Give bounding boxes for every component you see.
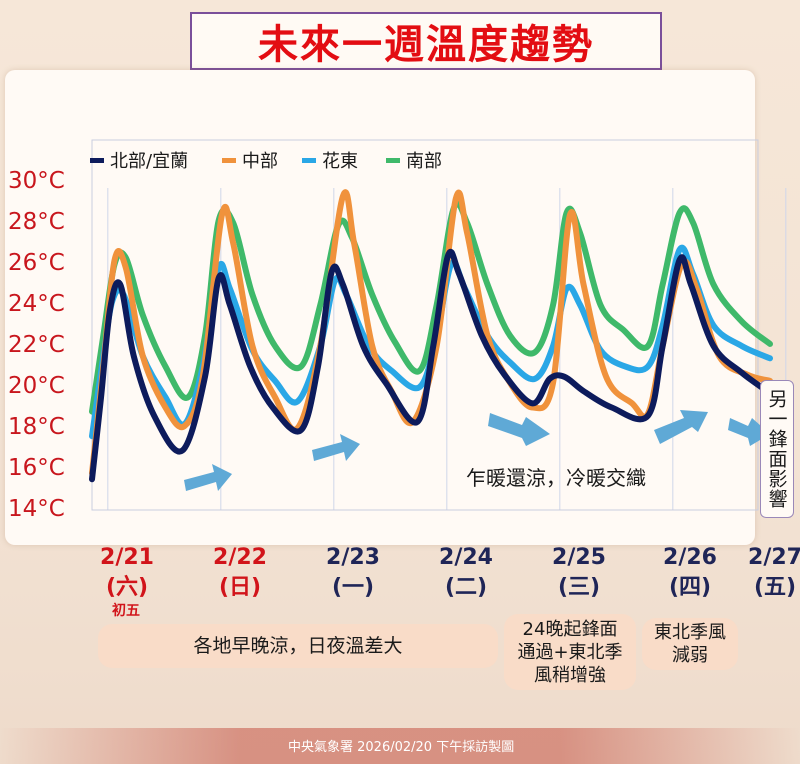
series-line-south bbox=[89, 200, 773, 415]
trend-annotation: 乍暖還涼，冷暖交織 bbox=[466, 466, 646, 490]
y-tick-label: 18°C bbox=[8, 414, 65, 440]
date-label-7: 2/27 (五) bbox=[748, 545, 800, 600]
date-label-4: 2/24 (二) bbox=[439, 545, 493, 600]
footer-credit: 中央氣象署 2026/02/20 下午採訪製圖 bbox=[288, 740, 515, 755]
plot-frame bbox=[91, 139, 759, 511]
trend-arrow-icon bbox=[654, 410, 708, 444]
y-tick-label: 16°C bbox=[8, 455, 65, 481]
legend-item-east: 花東 bbox=[302, 147, 358, 173]
legend-swatch bbox=[90, 157, 104, 163]
y-tick-label: 14°C bbox=[8, 496, 65, 522]
y-tick-label: 22°C bbox=[8, 332, 65, 358]
legend-item-north: 北部/宜蘭 bbox=[90, 147, 188, 173]
pill-monsoon: 東北季風 減弱 bbox=[642, 618, 738, 670]
side-note: 另一鋒面影響 bbox=[760, 380, 794, 518]
pill-front: 24晚起鋒面 通過+東北季 風稍增強 bbox=[504, 614, 636, 690]
date-label-3: 2/23 (一) bbox=[326, 545, 380, 600]
y-tick-label: 26°C bbox=[8, 250, 65, 276]
legend-swatch bbox=[386, 157, 400, 163]
date-label-2: 2/22 (日) bbox=[213, 545, 267, 600]
footer-bar bbox=[0, 728, 800, 764]
trend-arrow-icon bbox=[728, 418, 770, 446]
series-line-north bbox=[89, 248, 773, 483]
y-tick-label: 24°C bbox=[8, 291, 65, 317]
pill-summary: 各地早晚涼，日夜溫差大 bbox=[98, 624, 498, 668]
trend-arrows bbox=[184, 410, 770, 491]
chart-title: 未來一週溫度趨勢 bbox=[258, 22, 594, 68]
date-label-5: 2/25 (三) bbox=[552, 545, 606, 600]
title-box: 未來一週溫度趨勢 bbox=[190, 12, 662, 70]
date-label-1: 2/21 (六) bbox=[100, 545, 154, 600]
series-lines bbox=[89, 189, 773, 483]
legend-item-central: 中部 bbox=[222, 147, 278, 173]
trend-arrow-icon bbox=[184, 464, 232, 491]
y-tick-label: 28°C bbox=[8, 209, 65, 235]
date-label-6: 2/26 (四) bbox=[663, 545, 717, 600]
legend-swatch bbox=[222, 157, 236, 163]
trend-arrow-icon bbox=[488, 413, 550, 446]
legend-item-south: 南部 bbox=[386, 147, 442, 173]
trend-arrow-icon bbox=[312, 434, 360, 461]
y-tick-label: 30°C bbox=[8, 168, 65, 194]
y-tick-label: 20°C bbox=[8, 373, 65, 399]
legend-swatch bbox=[302, 157, 316, 163]
lunar-note: 初五 bbox=[112, 603, 140, 619]
